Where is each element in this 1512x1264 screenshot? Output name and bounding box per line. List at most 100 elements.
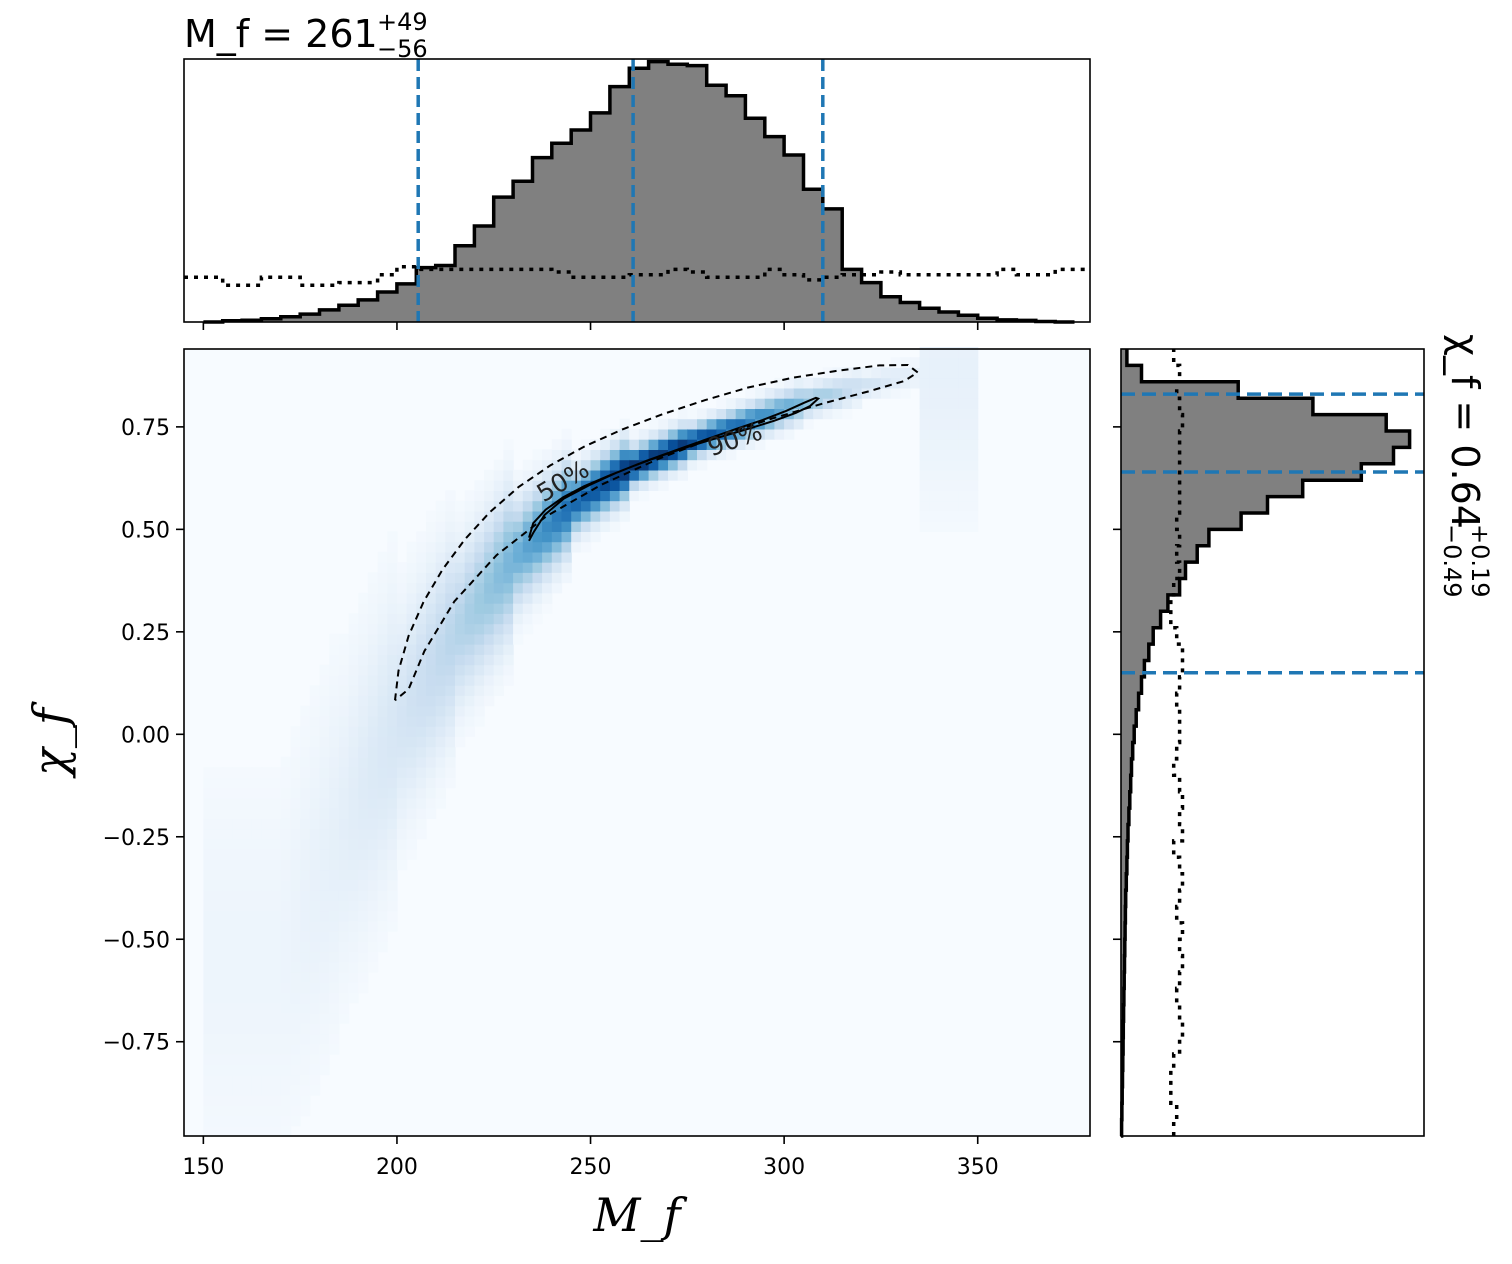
heatmap-cell bbox=[329, 910, 340, 922]
heatmap-cell bbox=[348, 972, 359, 983]
heatmap-cell bbox=[580, 459, 592, 471]
heatmap-cell bbox=[251, 869, 263, 881]
heatmap-cell bbox=[242, 1023, 253, 1035]
heatmap-cell bbox=[261, 1002, 272, 1014]
heatmap-cell bbox=[290, 777, 301, 789]
heatmap-cell bbox=[319, 849, 330, 860]
heatmap-cell bbox=[435, 633, 446, 645]
heatmap-cell bbox=[338, 982, 350, 994]
heatmap-cell bbox=[590, 469, 601, 481]
heatmap-cell bbox=[290, 920, 301, 932]
heatmap-cell bbox=[222, 808, 233, 819]
heatmap-cell bbox=[338, 1013, 350, 1024]
heatmap-cell bbox=[329, 982, 340, 994]
heatmap-cell bbox=[464, 603, 475, 614]
heatmap-cell bbox=[338, 992, 350, 1004]
heatmap-cell bbox=[213, 797, 224, 809]
heatmap-cell bbox=[319, 736, 330, 748]
heatmap-cell bbox=[784, 377, 795, 389]
heatmap-cell bbox=[396, 726, 408, 737]
heatmap-cell bbox=[532, 500, 543, 512]
heatmap-cell bbox=[939, 428, 950, 440]
heatmap-cell bbox=[242, 1043, 253, 1055]
heatmap-cell bbox=[406, 562, 417, 573]
heatmap-cell bbox=[290, 1084, 301, 1096]
heatmap-cell bbox=[290, 1002, 301, 1014]
heatmap-cell bbox=[784, 408, 795, 420]
heatmap-cell bbox=[222, 900, 233, 912]
heatmap-cell bbox=[203, 992, 214, 1004]
heatmap-cell bbox=[561, 480, 572, 491]
heatmap-cell bbox=[203, 818, 214, 830]
heatmap-cell bbox=[232, 1095, 243, 1106]
heatmap-cell bbox=[280, 818, 292, 830]
heatmap-cell bbox=[474, 551, 485, 563]
heatmap-cell bbox=[242, 1033, 253, 1045]
heatmap-cell bbox=[416, 541, 427, 553]
heatmap-cell bbox=[435, 726, 446, 737]
heatmap-cell bbox=[261, 931, 272, 942]
heatmap-cell bbox=[358, 920, 369, 932]
heatmap-cell bbox=[290, 972, 301, 983]
heatmap-cell bbox=[832, 398, 843, 409]
heatmap-cell bbox=[290, 1054, 301, 1065]
heatmap-cell bbox=[232, 1054, 243, 1065]
heatmap-cell bbox=[426, 531, 437, 543]
heatmap-cell bbox=[484, 572, 495, 584]
heatmap-cell bbox=[261, 1084, 272, 1096]
heatmap-cell bbox=[929, 439, 940, 450]
heatmap-cell bbox=[406, 797, 417, 809]
heatmap-cell bbox=[929, 480, 940, 491]
heatmap-cell bbox=[503, 623, 514, 635]
heatmap-cell bbox=[513, 603, 524, 614]
heatmap-cell bbox=[948, 347, 959, 358]
heatmap-cell bbox=[358, 797, 369, 809]
heatmap-cell bbox=[764, 398, 776, 409]
heatmap-cell bbox=[358, 961, 369, 973]
heatmap-cell bbox=[377, 644, 388, 655]
joint-y-ticks: 0.750.500.250.00−0.25−0.50−0.75 bbox=[103, 416, 184, 1056]
heatmap-cell bbox=[532, 613, 543, 625]
heatmap-cell bbox=[367, 705, 379, 717]
heatmap-cell bbox=[426, 613, 437, 625]
heatmap-cell bbox=[619, 418, 630, 430]
heatmap-cell bbox=[416, 705, 427, 717]
heatmap-cell bbox=[455, 551, 466, 563]
heatmap-cell bbox=[348, 705, 359, 717]
heatmap-cell bbox=[958, 510, 969, 522]
heatmap-cell bbox=[271, 808, 282, 819]
heatmap-cell bbox=[367, 603, 379, 614]
heatmap-cell bbox=[561, 510, 572, 522]
heatmap-cell bbox=[271, 869, 282, 881]
heatmap-cell bbox=[367, 797, 379, 809]
heatmap-cell bbox=[213, 900, 224, 912]
heatmap-cell bbox=[939, 490, 950, 502]
heatmap-cell bbox=[619, 439, 630, 450]
heatmap-cell bbox=[251, 1054, 263, 1065]
heatmap-cell bbox=[261, 879, 272, 891]
heatmap-cell bbox=[551, 480, 563, 491]
heatmap-cell bbox=[561, 572, 572, 584]
heatmap-cell bbox=[910, 367, 921, 379]
heatmap-cell bbox=[445, 592, 456, 604]
heatmap-cell bbox=[561, 521, 572, 532]
heatmap-cell bbox=[271, 1054, 282, 1065]
heatmap-cell bbox=[280, 1095, 292, 1106]
heatmap-cell bbox=[203, 838, 214, 850]
heatmap-cell bbox=[396, 787, 408, 799]
heatmap-cell bbox=[426, 808, 437, 819]
heatmap-cell bbox=[222, 1105, 233, 1117]
heatmap-cell bbox=[396, 767, 408, 778]
heatmap-cell bbox=[309, 1023, 321, 1035]
heatmap-cell bbox=[348, 838, 359, 850]
heatmap-cell bbox=[338, 767, 350, 778]
heatmap-cell bbox=[435, 572, 446, 584]
heatmap-cell bbox=[232, 931, 243, 942]
heatmap-cell bbox=[348, 808, 359, 819]
contour-90pct bbox=[394, 363, 920, 702]
heatmap-cell bbox=[329, 1002, 340, 1014]
heatmap-cell bbox=[929, 449, 940, 461]
heatmap-cell bbox=[851, 398, 863, 409]
heatmap-cell bbox=[203, 767, 214, 778]
heatmap-cell bbox=[542, 490, 553, 502]
